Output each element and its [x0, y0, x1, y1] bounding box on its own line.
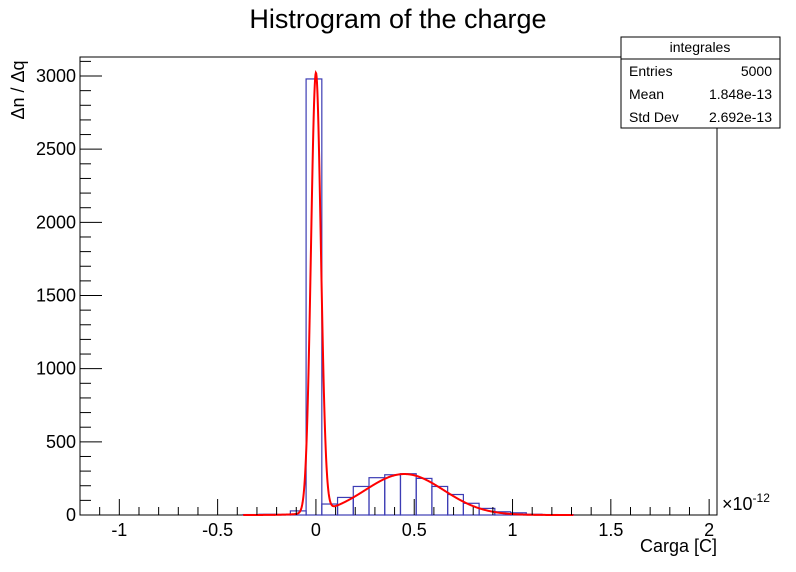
stats-box-frame: [620, 36, 781, 129]
x-axis-label: Carga [C]: [640, 536, 717, 556]
y-tick-label-2: 1000: [36, 359, 76, 379]
stats-value-entries: 5000: [741, 63, 772, 79]
stats-box: integrales Entries 5000 Mean 1.848e-13 S…: [620, 36, 781, 129]
histogram-bin-11: [415, 477, 433, 516]
x-tick-label-6: 2: [704, 520, 714, 540]
x-exponent-label: ×10-12: [722, 491, 770, 514]
y-axis-label: Δn / Δq: [8, 60, 28, 119]
x-tick-label-3: 0.5: [402, 520, 427, 540]
y-tick-label-0: 0: [66, 505, 76, 525]
x-tick-label-0: -1: [111, 520, 127, 540]
axes: 0 500 1000 1500 2000 2500 3000 -1 -0.5 0 0.5 1 1.5 2: [36, 60, 714, 540]
fit-curve: [243, 70, 574, 516]
histogram-bin-6: [336, 496, 354, 516]
x-tick-label-2: 0: [311, 520, 321, 540]
histogram-bins: [242, 78, 575, 516]
stats-box-title: integrales: [670, 39, 731, 55]
x-tick-label-1: -0.5: [202, 520, 233, 540]
x-tick-label-4: 1: [508, 520, 518, 540]
fit-line: [243, 70, 574, 516]
y-tick-label-4: 2000: [36, 212, 76, 232]
x-exponent-base: ×10: [722, 494, 753, 514]
y-tick-label-3: 1500: [36, 286, 76, 306]
y-tick-label-6: 3000: [36, 66, 76, 86]
stats-label-entries: Entries: [629, 63, 673, 79]
stats-value-stddev: 2.692e-13: [709, 109, 772, 125]
stats-value-mean: 1.848e-13: [709, 86, 772, 102]
y-tick-label-5: 2500: [36, 139, 76, 159]
y-tick-label-1: 500: [46, 432, 76, 452]
x-exponent-power: -12: [753, 491, 771, 505]
chart-title: Histrogram of the charge: [249, 4, 546, 34]
histogram-bin-9: [384, 474, 402, 516]
stats-label-stddev: Std Dev: [629, 109, 679, 125]
stats-label-mean: Mean: [629, 86, 664, 102]
x-tick-label-5: 1.5: [598, 520, 623, 540]
